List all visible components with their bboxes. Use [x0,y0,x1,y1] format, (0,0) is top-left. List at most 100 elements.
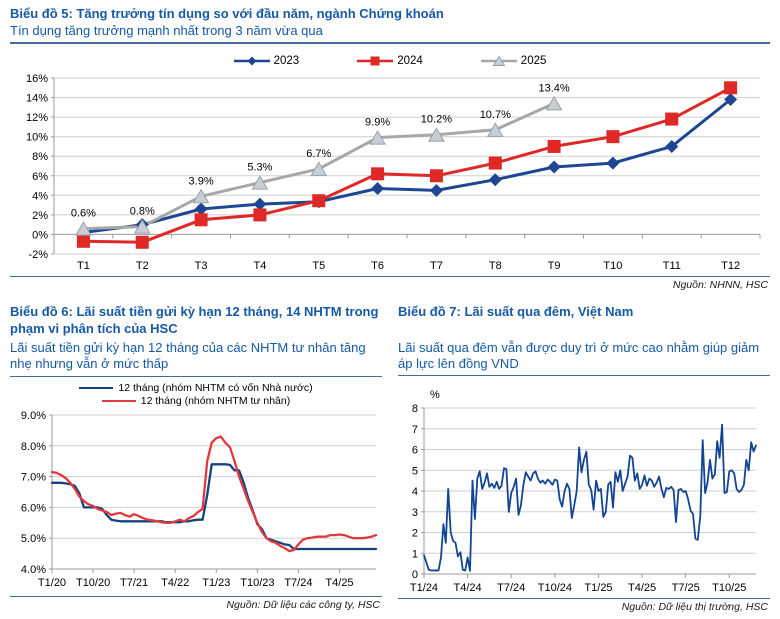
svg-text:T2: T2 [136,260,149,272]
svg-text:8.0%: 8.0% [21,440,46,452]
svg-text:T9: T9 [548,260,561,272]
svg-text:5.3%: 5.3% [247,162,272,174]
legend-marker-icon [480,55,517,67]
svg-text:T1/23: T1/23 [202,577,230,589]
chart7-source-row: Nguồn: Dữ liệu thị trường, HSC [398,598,770,616]
svg-text:9.9%: 9.9% [365,117,390,129]
svg-text:T4/25: T4/25 [325,577,353,589]
lower-section: Biểu đồ 6: Lãi suất tiền gửi kỳ hạn 12 t… [10,304,770,616]
svg-text:T5: T5 [312,260,325,272]
svg-text:T7/21: T7/21 [120,577,148,589]
svg-text:0: 0 [412,569,418,581]
svg-text:10.2%: 10.2% [421,114,452,126]
chart7-source: Nguồn: Dữ liệu thị trường, HSC [621,601,768,614]
chart6-section: Biểu đồ 6: Lãi suất tiền gửi kỳ hạn 12 t… [10,304,382,616]
chart5-svg: 16% 14% 12% 10% 8% 6% 4% 2% 0% -2% T1 T2 T3 T4 T5 T6 T7 T… [26,73,761,272]
svg-text:4.0%: 4.0% [21,564,46,576]
chart7-subtitle: Lãi suất qua đêm vẫn được duy trì ở mức … [398,340,770,377]
svg-text:T3: T3 [195,260,208,272]
svg-text:T4: T4 [253,260,266,272]
chart5-header: Biểu đồ 5: Tăng trưởng tín dụng so với đ… [10,6,770,45]
svg-text:8: 8 [412,403,418,415]
svg-text:T1/20: T1/20 [38,577,66,589]
svg-text:T10/20: T10/20 [76,577,110,589]
svg-text:T12: T12 [721,260,740,272]
svg-text:6: 6 [412,445,418,457]
legend-marker-icon [357,56,394,66]
svg-text:T10: T10 [603,260,622,272]
svg-text:3: 3 [412,507,418,519]
chart5-source-row: Nguồn: NHNN, HSC [10,276,770,296]
svg-text:T4/22: T4/22 [161,577,189,589]
svg-text:5: 5 [412,465,418,477]
svg-text:2%: 2% [32,210,48,222]
chart5-canvas: 16% 14% 12% 10% 8% 6% 4% 2% 0% -2% T1 T2 T3 T4 T5 T6 T7 T… [10,72,770,276]
legend-line-icon [101,399,136,402]
svg-text:T1/25: T1/25 [584,582,612,594]
svg-text:6%: 6% [32,171,48,183]
svg-text:3.9%: 3.9% [189,175,214,187]
svg-text:T7/25: T7/25 [672,582,700,594]
svg-text:T7: T7 [430,260,443,272]
legend-item-12 tháng (nhóm NHTM có vốn Nhà nước): 12 tháng (nhóm NHTM có vốn Nhà nước) [79,381,313,394]
legend-label: 2023 [273,55,300,68]
svg-text:1: 1 [412,548,418,560]
svg-text:%: % [430,389,440,401]
svg-text:10.7%: 10.7% [480,109,511,121]
svg-text:T8: T8 [489,260,502,272]
svg-text:12%: 12% [26,112,48,124]
svg-text:10%: 10% [26,132,48,144]
legend-item-2023: 2023 [233,55,300,68]
svg-text:6.0%: 6.0% [21,502,46,514]
svg-text:0.8%: 0.8% [130,206,155,218]
svg-text:7: 7 [412,424,418,436]
legend-label: 2024 [397,55,423,68]
chart7-svg: 8 7 6 5 4 3 2 1 0T1/24 T4/24 T7/24 T10/24 T1/25 T4/25… [410,389,757,594]
chart5-title: Biểu đồ 5: Tăng trưởng tín dụng so với đ… [10,6,444,21]
chart7-title: Biểu đồ 7: Lãi suất qua đêm, Việt Nam [398,304,634,320]
legend-label: 12 tháng (nhóm NHTM có vốn Nhà nước) [118,381,313,394]
chart5-subtitle: Tín dụng tăng trưởng mạnh nhất trong 3 n… [10,23,770,45]
svg-text:T11: T11 [663,260,681,272]
legend-label: 12 tháng (nhóm NHTM tư nhân) [140,394,291,407]
svg-text:T1/24: T1/24 [410,582,438,594]
svg-text:T1: T1 [77,260,90,272]
svg-text:9.0%: 9.0% [21,410,46,422]
chart5-source: Nguồn: NHNN, HSC [672,279,768,292]
svg-text:14%: 14% [26,93,48,105]
svg-text:T6: T6 [371,260,384,272]
chart6-svg: 9.0% 8.0% 7.0% 6.0% 5.0% 4.0%T1/20 T10/20 T7/21… [21,410,378,589]
svg-text:T4/24: T4/24 [454,582,482,594]
legend-item-2025: 2025 [480,55,547,68]
svg-text:-2%: -2% [28,249,48,261]
chart7-section: Biểu đồ 7: Lãi suất qua đêm, Việt Nam Lã… [398,304,770,616]
chart6-title: Biểu đồ 6: Lãi suất tiền gửi kỳ hạn 12 t… [10,304,379,337]
svg-text:8%: 8% [32,151,48,163]
chart6-subtitle: Lãi suất tiền gửi kỳ hạn 12 tháng của cá… [10,340,382,377]
chart6-source-row: Nguồn: Dữ liệu các công ty, HSC [10,596,382,616]
svg-text:T10/24: T10/24 [538,582,572,594]
chart6-canvas: 9.0% 8.0% 7.0% 6.0% 5.0% 4.0% T1/20 T10/20 T7/21… [10,409,382,593]
svg-text:13.4%: 13.4% [538,83,569,95]
svg-text:4: 4 [412,486,418,498]
svg-text:0%: 0% [32,230,48,242]
svg-text:T4/25: T4/25 [628,582,656,594]
svg-text:0.6%: 0.6% [71,208,96,220]
chart6-legend: 12 tháng (nhóm NHTM có vốn Nhà nước) 12 t… [10,377,382,409]
chart7-canvas: 8 7 6 5 4 3 2 1 0 T1/24 T4/24 T7/24 T10/24 T1/25 T4/25… [398,380,770,598]
svg-text:5.0%: 5.0% [21,533,46,545]
svg-text:T7/24: T7/24 [497,582,525,594]
svg-text:6.7%: 6.7% [306,148,331,160]
svg-text:16%: 16% [26,73,48,85]
legend-item-12 tháng (nhóm NHTM tư nhân): 12 tháng (nhóm NHTM tư nhân) [101,394,291,407]
svg-text:7.0%: 7.0% [21,471,46,483]
svg-text:4%: 4% [32,190,48,202]
legend-item-2024: 2024 [357,55,423,67]
chart6-source: Nguồn: Dữ liệu các công ty, HSC [226,599,380,612]
legend-label: 2025 [520,55,547,68]
svg-text:T7/24: T7/24 [284,577,312,589]
svg-text:2: 2 [412,528,418,540]
legend-marker-icon [233,56,270,66]
svg-text:T10/25: T10/25 [712,582,746,594]
